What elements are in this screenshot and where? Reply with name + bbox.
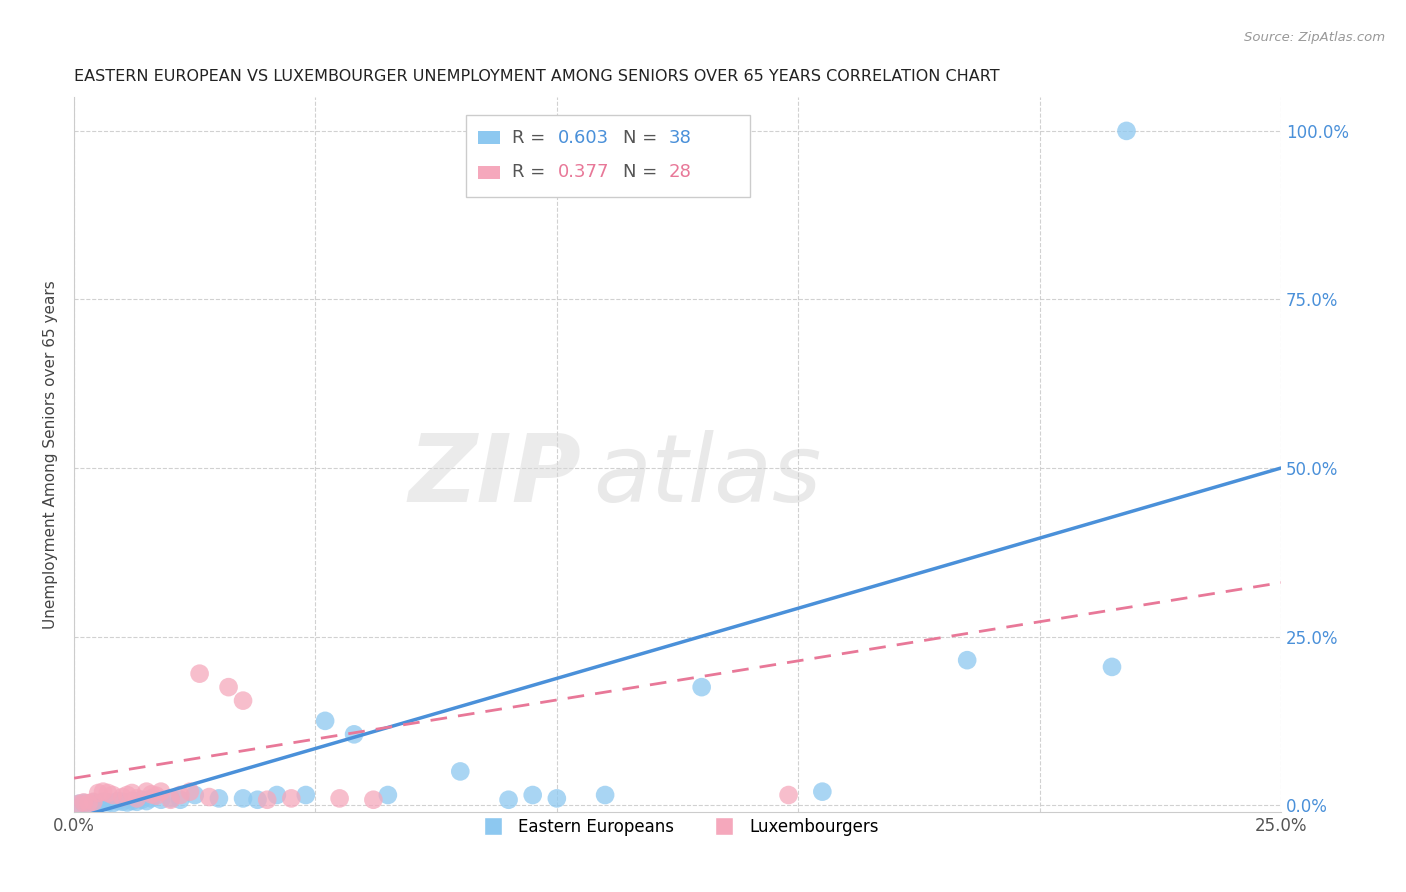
Text: N =: N = xyxy=(623,129,664,147)
Point xyxy=(125,791,148,805)
Text: ZIP: ZIP xyxy=(408,430,581,522)
Point xyxy=(690,680,713,694)
Point xyxy=(97,786,120,800)
Point xyxy=(363,793,385,807)
Point xyxy=(141,788,163,802)
Text: EASTERN EUROPEAN VS LUXEMBOURGER UNEMPLOYMENT AMONG SENIORS OVER 65 YEARS CORREL: EASTERN EUROPEAN VS LUXEMBOURGER UNEMPLO… xyxy=(75,69,1000,84)
Point xyxy=(314,714,336,728)
Point xyxy=(91,795,114,809)
Point xyxy=(101,788,124,802)
Point xyxy=(811,785,834,799)
Point xyxy=(266,788,288,802)
Point xyxy=(256,793,278,807)
Point xyxy=(115,788,138,802)
Text: atlas: atlas xyxy=(593,431,821,522)
Point xyxy=(232,791,254,805)
Point xyxy=(82,795,104,809)
Text: 0.603: 0.603 xyxy=(558,129,609,147)
Point xyxy=(121,786,143,800)
Point xyxy=(111,790,134,805)
Text: 0.377: 0.377 xyxy=(558,163,610,181)
Point xyxy=(184,788,207,802)
Point xyxy=(159,791,181,805)
Point xyxy=(343,727,366,741)
Point xyxy=(329,791,352,805)
Point xyxy=(377,788,399,802)
Point xyxy=(1101,660,1123,674)
Point xyxy=(149,785,172,799)
Legend: Eastern Europeans, Luxembourgers: Eastern Europeans, Luxembourgers xyxy=(470,812,886,843)
Point xyxy=(115,796,138,810)
Point xyxy=(73,796,96,810)
Point xyxy=(498,793,520,807)
Point xyxy=(169,788,191,802)
Text: Source: ZipAtlas.com: Source: ZipAtlas.com xyxy=(1244,31,1385,45)
Point xyxy=(208,791,231,805)
Point xyxy=(121,794,143,808)
Y-axis label: Unemployment Among Seniors over 65 years: Unemployment Among Seniors over 65 years xyxy=(44,280,58,629)
Point xyxy=(87,796,110,810)
Point xyxy=(107,794,129,808)
Point xyxy=(97,796,120,810)
Point xyxy=(295,788,318,802)
Point xyxy=(149,793,172,807)
Point xyxy=(87,786,110,800)
Point xyxy=(67,797,90,811)
Point xyxy=(956,653,979,667)
Point xyxy=(246,793,269,807)
Point xyxy=(82,796,104,810)
FancyBboxPatch shape xyxy=(467,115,749,197)
Point xyxy=(135,794,157,808)
Point xyxy=(778,788,800,802)
Point xyxy=(131,793,153,807)
Point xyxy=(67,797,90,811)
Point xyxy=(1115,124,1137,138)
Text: R =: R = xyxy=(512,129,551,147)
Text: 28: 28 xyxy=(669,163,692,181)
Point xyxy=(159,793,181,807)
Point xyxy=(141,791,163,805)
Point xyxy=(77,797,100,811)
Point xyxy=(232,693,254,707)
Point xyxy=(91,785,114,799)
Point xyxy=(73,796,96,810)
Point xyxy=(546,791,568,805)
Text: N =: N = xyxy=(623,163,664,181)
Point xyxy=(111,795,134,809)
Point xyxy=(135,785,157,799)
Point xyxy=(188,666,211,681)
Point xyxy=(169,793,191,807)
Point xyxy=(593,788,616,802)
Text: 38: 38 xyxy=(669,129,692,147)
Point xyxy=(77,796,100,810)
Point xyxy=(145,789,167,803)
Point xyxy=(198,790,221,805)
FancyBboxPatch shape xyxy=(478,166,501,178)
Text: R =: R = xyxy=(512,163,551,181)
Point xyxy=(280,791,302,805)
Point xyxy=(522,788,544,802)
Point xyxy=(218,680,240,694)
Point xyxy=(449,764,471,779)
FancyBboxPatch shape xyxy=(478,131,501,145)
Point xyxy=(101,796,124,810)
Point xyxy=(179,785,201,799)
Point xyxy=(125,795,148,809)
